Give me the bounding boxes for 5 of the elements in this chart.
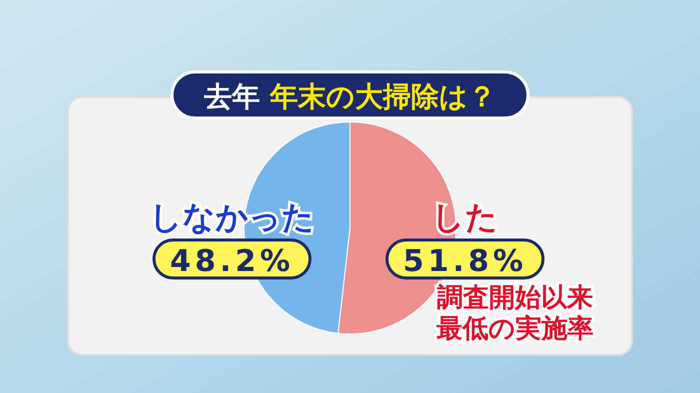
data-label: 51.8%	[402, 244, 528, 279]
text: 調査開始以来最低の実施率	[436, 283, 594, 344]
title: 去年 年末の大掃除は？	[170, 70, 530, 120]
chart-title: 去年 年末の大掃除は？	[203, 80, 496, 113]
data-label: 48.2%	[170, 244, 294, 279]
